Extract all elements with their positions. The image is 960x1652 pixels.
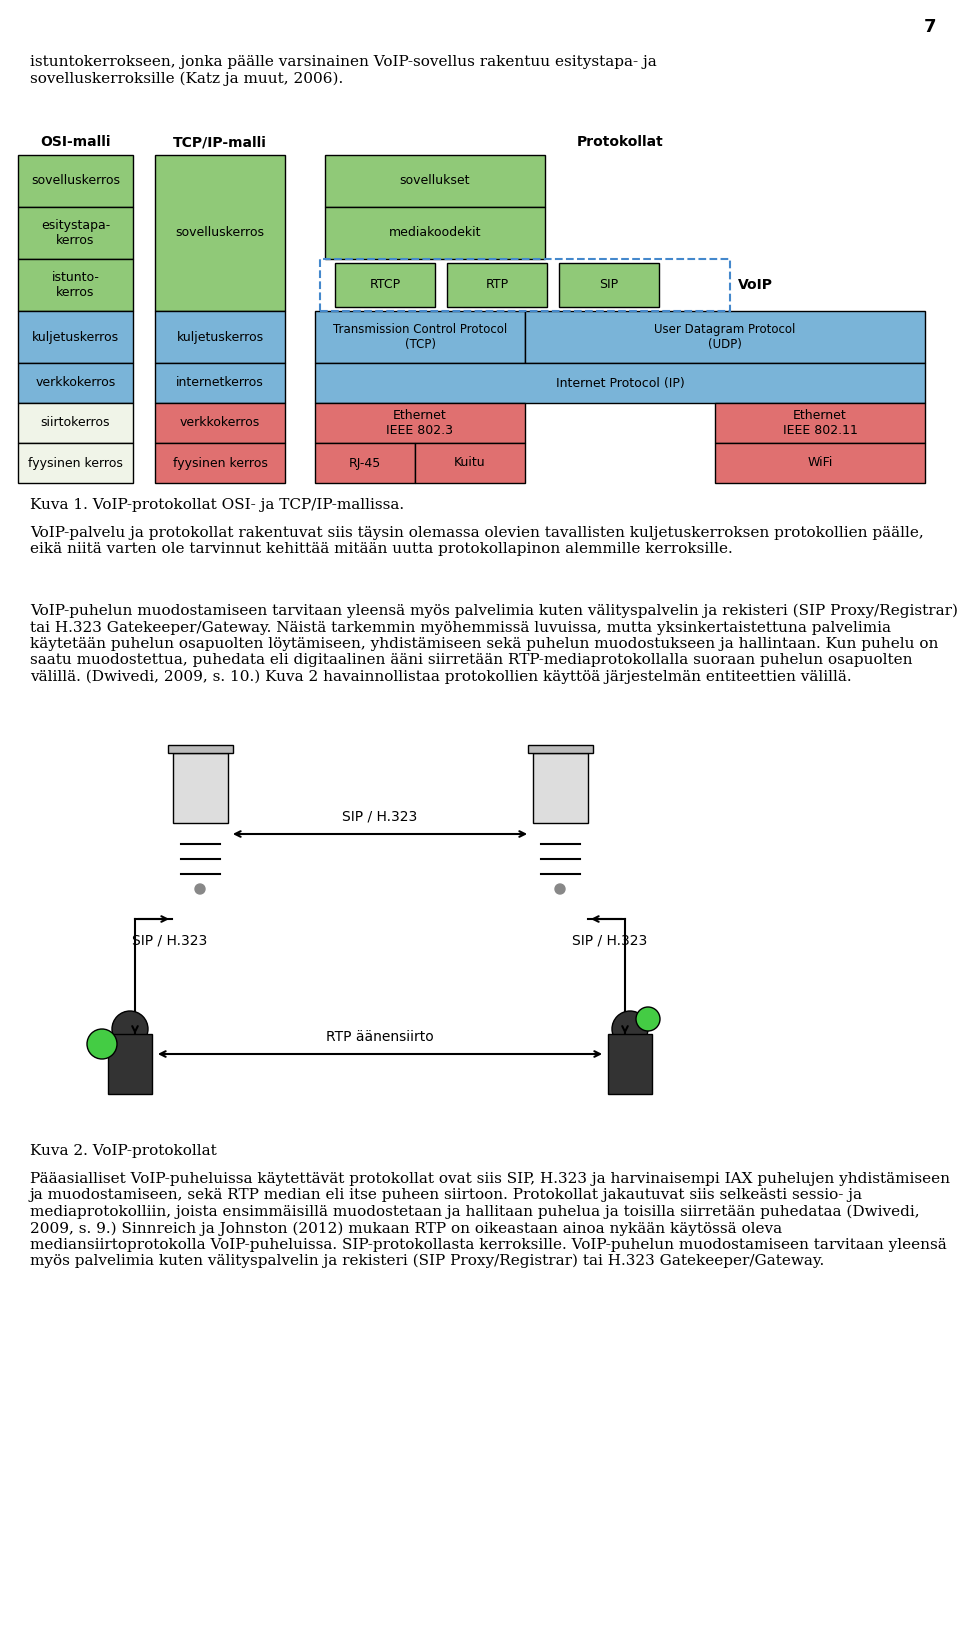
FancyBboxPatch shape: [525, 311, 925, 363]
Text: VoIP-puhelun muodostamiseen tarvitaan yleensä myös palvelimia kuten välityspalve: VoIP-puhelun muodostamiseen tarvitaan yl…: [30, 605, 958, 684]
Text: Kuva 2. VoIP-protokollat: Kuva 2. VoIP-protokollat: [30, 1143, 217, 1158]
Text: RTCP: RTCP: [370, 279, 400, 291]
Text: Kuitu: Kuitu: [454, 456, 486, 469]
Text: WiFi: WiFi: [807, 456, 832, 469]
Bar: [167, 745, 232, 753]
Circle shape: [112, 1011, 148, 1047]
Text: verkkokerros: verkkokerros: [180, 416, 260, 430]
FancyBboxPatch shape: [18, 311, 133, 363]
Text: VoIP: VoIP: [738, 278, 773, 292]
Text: Transmission Control Protocol
(TCP): Transmission Control Protocol (TCP): [333, 324, 507, 350]
Text: RTP äänensiirto: RTP äänensiirto: [326, 1029, 434, 1044]
Text: fyysinen kerros: fyysinen kerros: [28, 456, 123, 469]
Text: 7: 7: [924, 18, 936, 36]
FancyBboxPatch shape: [18, 403, 133, 443]
Bar: [608, 1034, 652, 1094]
FancyBboxPatch shape: [315, 311, 525, 363]
FancyBboxPatch shape: [325, 206, 545, 259]
Text: fyysinen kerros: fyysinen kerros: [173, 456, 268, 469]
Text: kuljetuskerros: kuljetuskerros: [177, 330, 264, 344]
Text: kuljetuskerros: kuljetuskerros: [32, 330, 119, 344]
FancyBboxPatch shape: [18, 155, 133, 206]
FancyBboxPatch shape: [18, 206, 133, 259]
FancyBboxPatch shape: [155, 311, 285, 363]
Text: Pääasialliset VoIP-puheluissa käytettävät protokollat ovat siis SIP, H.323 ja ha: Pääasialliset VoIP-puheluissa käytettävä…: [30, 1171, 950, 1269]
Circle shape: [612, 1011, 648, 1047]
FancyBboxPatch shape: [315, 403, 525, 443]
FancyBboxPatch shape: [415, 443, 525, 482]
Circle shape: [555, 884, 565, 894]
FancyBboxPatch shape: [155, 363, 285, 403]
Text: istunto-
kerros: istunto- kerros: [52, 271, 100, 299]
Text: sovelluskerros: sovelluskerros: [176, 226, 265, 240]
Text: sovelluskerros: sovelluskerros: [31, 175, 120, 187]
Text: internetkerros: internetkerros: [176, 377, 264, 390]
Text: SIP / H.323: SIP / H.323: [343, 809, 418, 824]
Text: Protokollat: Protokollat: [577, 135, 663, 149]
Text: TCP/IP-malli: TCP/IP-malli: [173, 135, 267, 149]
Text: verkkokerros: verkkokerros: [36, 377, 115, 390]
Text: Ethernet
IEEE 802.11: Ethernet IEEE 802.11: [782, 410, 857, 438]
Bar: [533, 753, 588, 823]
FancyBboxPatch shape: [315, 443, 415, 482]
FancyBboxPatch shape: [715, 403, 925, 443]
Bar: [320, 259, 730, 311]
FancyBboxPatch shape: [155, 155, 285, 311]
FancyBboxPatch shape: [18, 259, 133, 311]
Text: Internet Protocol (IP): Internet Protocol (IP): [556, 377, 684, 390]
Bar: [108, 1034, 152, 1094]
FancyBboxPatch shape: [18, 363, 133, 403]
Circle shape: [195, 884, 205, 894]
Text: SIP / H.323: SIP / H.323: [572, 933, 648, 948]
Text: User Datagram Protocol
(UDP): User Datagram Protocol (UDP): [655, 324, 796, 350]
FancyBboxPatch shape: [325, 155, 545, 206]
Bar: [173, 753, 228, 823]
FancyBboxPatch shape: [715, 443, 925, 482]
Text: Ethernet
IEEE 802.3: Ethernet IEEE 802.3: [387, 410, 453, 438]
Text: esitystapa-
kerros: esitystapa- kerros: [41, 220, 110, 248]
Text: VoIP-palvelu ja protokollat rakentuvat siis täysin olemassa olevien tavallisten : VoIP-palvelu ja protokollat rakentuvat s…: [30, 525, 924, 557]
FancyBboxPatch shape: [315, 363, 925, 403]
Text: OSI-malli: OSI-malli: [40, 135, 110, 149]
Text: istuntokerrokseen, jonka päälle varsinainen VoIP-sovellus rakentuu esitystapa- j: istuntokerrokseen, jonka päälle varsinai…: [30, 55, 657, 86]
Text: SIP / H.323: SIP / H.323: [132, 933, 207, 948]
Text: sovellukset: sovellukset: [399, 175, 470, 187]
Circle shape: [87, 1029, 117, 1059]
FancyBboxPatch shape: [155, 403, 285, 443]
Text: siirtokerros: siirtokerros: [40, 416, 110, 430]
Text: RJ-45: RJ-45: [348, 456, 381, 469]
FancyBboxPatch shape: [155, 443, 285, 482]
Bar: [527, 745, 592, 753]
FancyBboxPatch shape: [559, 263, 659, 307]
Text: mediakoodekit: mediakoodekit: [389, 226, 481, 240]
FancyBboxPatch shape: [18, 443, 133, 482]
FancyBboxPatch shape: [335, 263, 435, 307]
FancyBboxPatch shape: [447, 263, 547, 307]
Circle shape: [636, 1008, 660, 1031]
Text: SIP: SIP: [599, 279, 618, 291]
Text: RTP: RTP: [486, 279, 509, 291]
Text: Kuva 1. VoIP-protokollat OSI- ja TCP/IP-mallissa.: Kuva 1. VoIP-protokollat OSI- ja TCP/IP-…: [30, 497, 404, 512]
